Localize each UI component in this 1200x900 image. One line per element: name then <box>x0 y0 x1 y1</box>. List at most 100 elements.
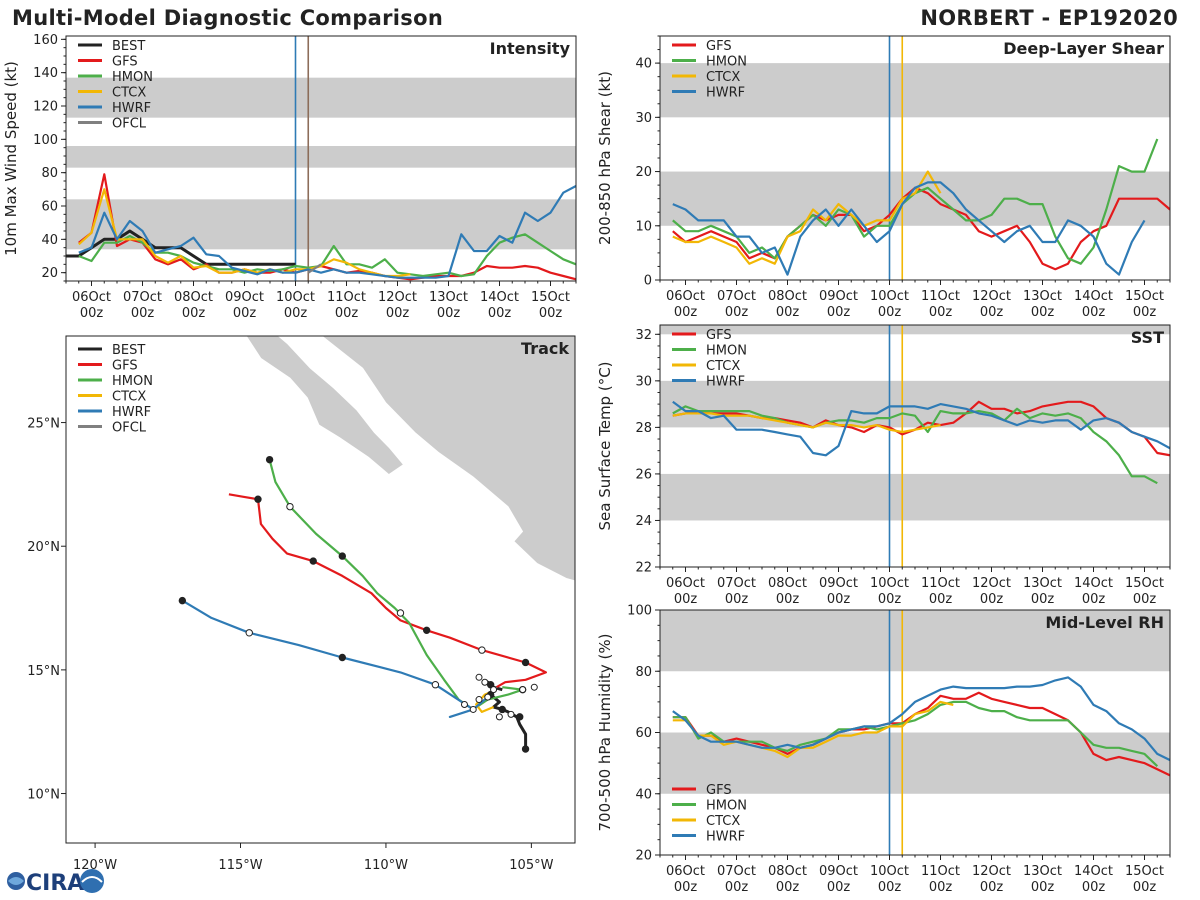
intensity-xtick-date: 11Oct <box>327 290 366 305</box>
intensity-series-ctcx <box>78 188 411 278</box>
track-legend-label-hmon: HMON <box>112 374 153 389</box>
shear-xtick-date: 11Oct <box>921 289 960 304</box>
shear-band-1 <box>660 63 1170 118</box>
intensity-xtick-date: 14Oct <box>480 290 519 305</box>
shear-xtick-hour: 00z <box>1082 305 1106 320</box>
sst-xtick-date: 11Oct <box>921 576 960 591</box>
intensity-legend-label-hmon: HMON <box>112 70 153 85</box>
rh-xtick-hour: 00z <box>1133 880 1157 895</box>
intensity-series-best <box>66 229 296 266</box>
intensity-series-hwrf <box>78 185 576 279</box>
sst-xtick-hour: 00z <box>929 592 953 607</box>
intensity-legend-label-ofcl: OFCL <box>112 117 147 132</box>
sst-xtick-date: 08Oct <box>768 576 807 591</box>
rh-xtick-hour: 00z <box>674 880 698 895</box>
track-forecast-point <box>530 683 538 691</box>
shear-xtick-hour: 00z <box>827 305 851 320</box>
track-marker-gfs <box>422 626 431 635</box>
track-forecast-point <box>460 701 468 709</box>
track-lat-label: 25°N <box>27 417 60 432</box>
sst-band-2 <box>660 325 1170 335</box>
intensity-ytick-label: 60 <box>41 200 58 215</box>
logo-text: CIRA <box>26 871 84 896</box>
shear-series-hwrf <box>672 181 1146 276</box>
intensity-ytick-label: 100 <box>33 133 58 148</box>
rh-xtick-date: 07Oct <box>717 864 756 879</box>
rh-band-1 <box>660 610 1170 672</box>
rh-series-gfs <box>672 691 1170 777</box>
track-lon-label: 110°W <box>364 858 408 873</box>
shear-legend-label-hwrf: HWRF <box>706 86 745 101</box>
sst-xtick-hour: 00z <box>1082 592 1106 607</box>
storm-title: NORBERT - EP192020 <box>920 6 1178 30</box>
shear-xtick-date: 14Oct <box>1074 289 1113 304</box>
intensity-legend-label-gfs: GFS <box>112 55 138 70</box>
rh-xtick-date: 11Oct <box>921 864 960 879</box>
sst-ylabel: Sea Surface Temp (°C) <box>596 361 614 530</box>
track-marker-gfs <box>254 495 262 503</box>
sst-xtick-date: 09Oct <box>819 576 858 591</box>
rh-ylabel: 700-500 hPa Humidity (%) <box>596 633 614 831</box>
intensity-ylabel: 10m Max Wind Speed (kt) <box>2 61 20 256</box>
rh-series-hmon <box>672 700 1159 767</box>
shear-ytick-label: 40 <box>635 57 652 72</box>
intensity-series-ofcl <box>307 263 322 274</box>
rh-xtick-date: 13Oct <box>1023 864 1062 879</box>
track-marker-hwrf <box>178 596 187 605</box>
sst-legend-label-hwrf: HWRF <box>706 375 745 390</box>
track-map-area <box>178 336 575 753</box>
rh-title: Mid-Level RH <box>1045 613 1164 632</box>
shear-xtick-date: 08Oct <box>768 289 807 304</box>
rh-ytick-label: 40 <box>635 787 652 802</box>
track-forecast-point <box>490 686 498 694</box>
track-lon-label: 120°W <box>73 858 117 873</box>
rh-xtick-date: 10Oct <box>870 864 909 879</box>
intensity-series-gfs <box>78 173 576 281</box>
sst-ytick-label: 24 <box>635 514 652 529</box>
track-legend-label-hwrf: HWRF <box>112 405 151 420</box>
track-frame <box>65 335 576 844</box>
track-lon-label: 115°W <box>218 858 262 873</box>
shear-xtick-hour: 00z <box>878 305 902 320</box>
shear-xtick-date: 15Oct <box>1125 289 1164 304</box>
shear-xtick-date: 13Oct <box>1023 289 1062 304</box>
rh-xtick-date: 14Oct <box>1074 864 1113 879</box>
intensity-band-1 <box>66 146 576 168</box>
track-marker-best <box>521 745 530 753</box>
intensity-xtick-date: 12Oct <box>378 290 417 305</box>
shear-xtick-hour: 00z <box>674 305 698 320</box>
track-lat-label: 15°N <box>27 664 60 679</box>
intensity-xtick-hour: 00z <box>233 306 257 321</box>
shear-title: Deep-Layer Shear <box>1003 39 1164 58</box>
intensity-band-0 <box>66 199 576 250</box>
sst-xtick-date: 14Oct <box>1074 576 1113 591</box>
shear-xtick-date: 07Oct <box>717 289 756 304</box>
cira-logo: CIRA <box>7 869 104 896</box>
intensity-title: Intensity <box>490 39 571 58</box>
sst-xtick-date: 10Oct <box>870 576 909 591</box>
shear-xtick-hour: 00z <box>980 305 1004 320</box>
sst-xtick-hour: 00z <box>827 592 851 607</box>
sst-xtick-date: 07Oct <box>717 576 756 591</box>
rh-xtick-hour: 00z <box>1082 880 1106 895</box>
intensity-xtick-hour: 00z <box>284 306 308 321</box>
intensity-legend-label-best: BEST <box>112 39 145 54</box>
intensity-xtick-date: 10Oct <box>276 290 315 305</box>
track-marker-hmon <box>338 552 347 560</box>
track-legend-label-gfs: GFS <box>112 359 138 374</box>
shear-ytick-label: 10 <box>635 219 652 234</box>
rh-legend-label-ctcx: CTCX <box>706 814 740 829</box>
track-marker-hwrf <box>431 681 440 689</box>
rh-legend-label-hwrf: HWRF <box>706 830 745 845</box>
track-marker-gfs <box>521 658 530 667</box>
sst-xtick-hour: 00z <box>674 592 698 607</box>
track-gfs <box>228 493 547 689</box>
rh-plot-area <box>660 610 1170 855</box>
shear-xtick-hour: 00z <box>929 305 953 320</box>
intensity-ytick-label: 160 <box>33 33 58 48</box>
shear-legend-label-gfs: GFS <box>706 39 732 54</box>
sst-xtick-date: 15Oct <box>1125 576 1164 591</box>
sst-series-hwrf <box>672 400 1170 457</box>
sst-xtick-hour: 00z <box>1133 592 1157 607</box>
shear-legend-label-hmon: HMON <box>706 55 747 70</box>
